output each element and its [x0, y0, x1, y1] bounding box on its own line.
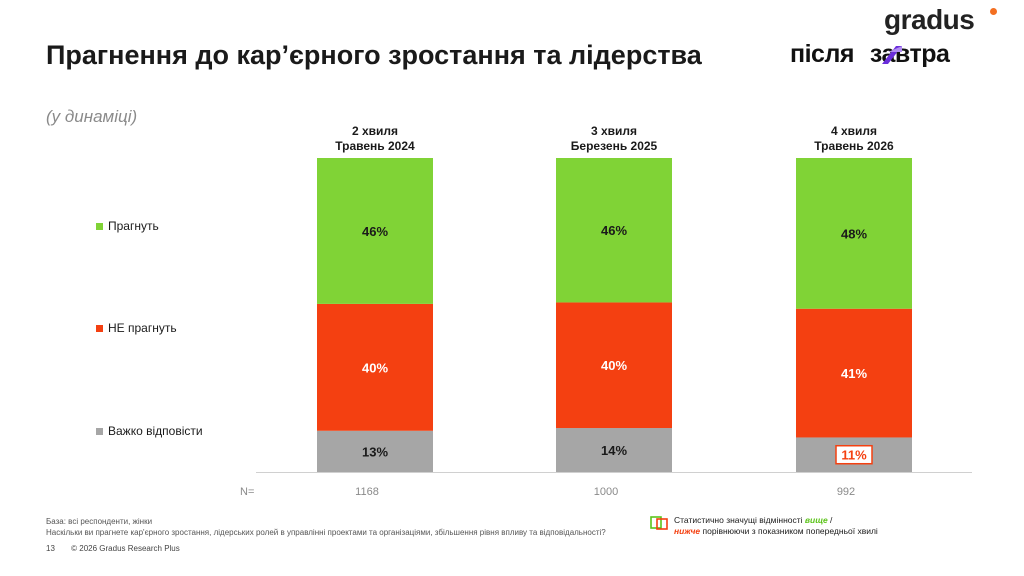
stat-note-higher: вище — [804, 515, 828, 525]
bar-value-label: 46% — [362, 224, 388, 239]
bar-segment — [317, 430, 433, 472]
bar-segment — [556, 158, 672, 303]
bar-segment — [317, 158, 433, 304]
n-value: 992 — [836, 486, 856, 498]
column-header-line: Травень 2026 — [814, 139, 894, 153]
bar-value-label: 48% — [841, 226, 867, 241]
logo-slash-icon — [882, 46, 902, 64]
page-number: 13 — [46, 544, 55, 553]
stat-note-sep: / — [827, 515, 833, 525]
column-header: 2 хвиля Травень 2024 — [295, 124, 455, 154]
n-value: 1000 — [593, 486, 619, 498]
stat-note-suffix: порівнюючи з показником попередньої хвил… — [700, 526, 878, 536]
column-header-line: 4 хвиля — [830, 124, 878, 138]
bar-value-label: 40% — [362, 360, 388, 375]
legend-swatch-red — [96, 324, 103, 332]
bar-value-label: 13% — [362, 444, 388, 459]
logo-word-left: після — [790, 40, 854, 68]
footnote: База: всі респонденти, жінки Наскільки в… — [46, 516, 606, 538]
legend-label: Важко відповісти — [108, 424, 203, 438]
bar-value-label: 46% — [601, 223, 627, 238]
gradus-logo: gradus — [884, 4, 975, 35]
bar-segment — [796, 158, 912, 309]
footnote-base: База: всі респонденти, жінки — [46, 517, 153, 526]
significance-highlight-box — [835, 444, 873, 465]
page-title: Прагнення до кар’єрного зростання та лід… — [46, 40, 702, 70]
column-header-line: Березень 2025 — [570, 139, 658, 153]
column-header: 3 хвиля Березень 2025 — [534, 124, 694, 154]
legend-swatch-green — [96, 222, 103, 230]
column-header-line: Травень 2024 — [335, 139, 415, 153]
legend-item-hard-to-say: Важко відповісти — [96, 424, 203, 438]
legend-item-aspire: Прагнуть — [96, 219, 159, 233]
legend-item-not-aspire: НЕ прагнуть — [96, 321, 177, 335]
copyright: © 2026 Gradus Research Plus — [71, 544, 180, 553]
bar-segment — [556, 428, 672, 472]
stat-note-prefix: Статистично значущі відмінності — [674, 515, 805, 525]
pislya-zavtra-logo: після завтра — [790, 40, 950, 69]
page-footer: 13 © 2026 Gradus Research Plus — [46, 544, 194, 553]
bar-value-label: 41% — [841, 366, 867, 381]
footnote-question: Наскільки ви прагнете кар'єрного зростан… — [46, 528, 606, 537]
n-label: N= — [240, 486, 255, 498]
stat-significance-icon — [650, 516, 668, 530]
legend-swatch-gray — [96, 427, 103, 435]
bar-segment — [317, 303, 433, 431]
legend-label: НЕ прагнуть — [108, 321, 177, 335]
bar-value-label: 11% — [841, 448, 867, 463]
bar-value-label: 14% — [601, 443, 627, 458]
column-header: 4 хвиля Травень 2026 — [774, 124, 934, 154]
bar-segment — [796, 308, 912, 438]
n-value: 1168 — [355, 486, 379, 498]
bar-value-label: 40% — [601, 358, 627, 373]
page-subtitle: (у динаміці) — [46, 107, 138, 126]
column-header-line: 2 хвиля — [351, 124, 399, 138]
legend-label: Прагнуть — [108, 219, 159, 233]
column-header-line: 3 хвиля — [590, 124, 638, 138]
stat-significance-note: Статистично значущі відмінності вище / ни… — [674, 515, 914, 537]
bar-segment — [556, 302, 672, 429]
stat-note-lower: нижче — [674, 526, 701, 536]
gradus-logo-dot — [990, 8, 997, 15]
